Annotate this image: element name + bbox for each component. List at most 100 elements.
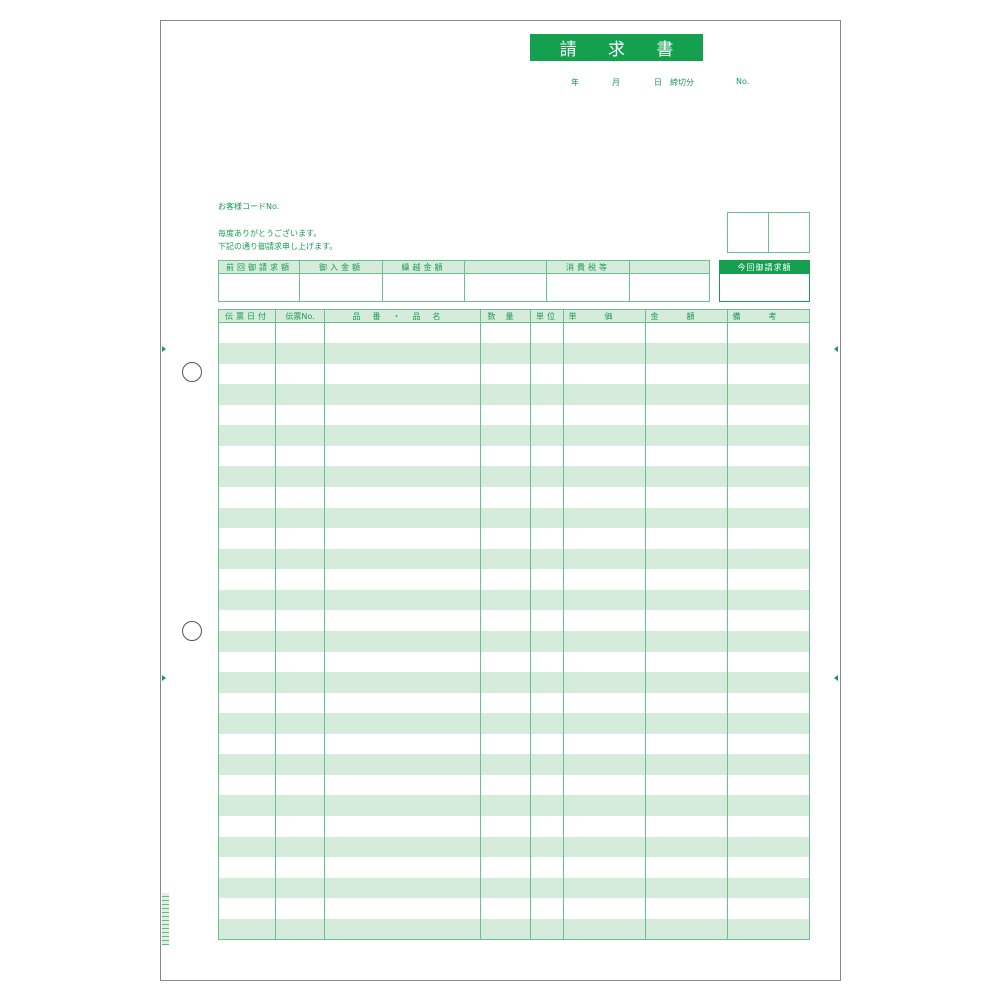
- cell[interactable]: [530, 384, 564, 405]
- cell[interactable]: [530, 713, 564, 734]
- cell[interactable]: [480, 384, 531, 405]
- cell[interactable]: [645, 343, 728, 364]
- cell[interactable]: [275, 918, 325, 940]
- cell[interactable]: [563, 466, 646, 487]
- cell[interactable]: [645, 487, 728, 508]
- cell[interactable]: [275, 466, 325, 487]
- cell[interactable]: [645, 610, 728, 631]
- cell[interactable]: [563, 548, 646, 570]
- cell[interactable]: [324, 487, 481, 508]
- cell[interactable]: [275, 404, 325, 426]
- cell[interactable]: [324, 343, 481, 364]
- cell[interactable]: [218, 507, 276, 529]
- cell[interactable]: [645, 836, 728, 858]
- cell[interactable]: [480, 754, 531, 775]
- cell[interactable]: [530, 795, 564, 816]
- cell[interactable]: [645, 466, 728, 487]
- cell[interactable]: [324, 918, 481, 940]
- cell[interactable]: [218, 425, 276, 446]
- cell[interactable]: [480, 795, 531, 816]
- cell[interactable]: [480, 918, 531, 940]
- cell[interactable]: [530, 877, 564, 899]
- cell[interactable]: [727, 672, 810, 693]
- cell[interactable]: [324, 610, 481, 631]
- cell[interactable]: [563, 425, 646, 446]
- cell[interactable]: [275, 589, 325, 611]
- cell[interactable]: [727, 754, 810, 775]
- cell[interactable]: [480, 445, 531, 467]
- cell[interactable]: [727, 610, 810, 631]
- cell[interactable]: [727, 898, 810, 919]
- cell[interactable]: [275, 569, 325, 590]
- cell[interactable]: [645, 548, 728, 570]
- cell[interactable]: [480, 569, 531, 590]
- cell[interactable]: [324, 774, 481, 796]
- cell[interactable]: [727, 651, 810, 673]
- cell[interactable]: [218, 487, 276, 508]
- cell[interactable]: [275, 363, 325, 385]
- cell[interactable]: [218, 672, 276, 693]
- cell[interactable]: [563, 918, 646, 940]
- cell[interactable]: [218, 713, 276, 734]
- cell[interactable]: [275, 528, 325, 549]
- cell[interactable]: [480, 630, 531, 652]
- cell[interactable]: [324, 507, 481, 529]
- cell[interactable]: [382, 273, 465, 302]
- cell[interactable]: [218, 322, 276, 344]
- cell[interactable]: [645, 589, 728, 611]
- cell[interactable]: [480, 363, 531, 385]
- cell[interactable]: [480, 898, 531, 919]
- cell[interactable]: [727, 877, 810, 899]
- cell[interactable]: [645, 425, 728, 446]
- cell[interactable]: [727, 528, 810, 549]
- cell[interactable]: [275, 774, 325, 796]
- cell[interactable]: [530, 630, 564, 652]
- cell[interactable]: [275, 713, 325, 734]
- cell[interactable]: [218, 273, 300, 302]
- cell[interactable]: [629, 273, 710, 302]
- cell[interactable]: [275, 795, 325, 816]
- cell[interactable]: [218, 733, 276, 755]
- cell[interactable]: [218, 877, 276, 899]
- cell[interactable]: [324, 569, 481, 590]
- cell[interactable]: [645, 528, 728, 549]
- cell[interactable]: [275, 836, 325, 858]
- cell[interactable]: [645, 692, 728, 714]
- cell[interactable]: [727, 425, 810, 446]
- cell[interactable]: [324, 898, 481, 919]
- cell[interactable]: [530, 857, 564, 878]
- cell[interactable]: [324, 322, 481, 344]
- cell[interactable]: [727, 795, 810, 816]
- cell[interactable]: [324, 384, 481, 405]
- cell[interactable]: [530, 672, 564, 693]
- cell[interactable]: [563, 774, 646, 796]
- cell[interactable]: [645, 857, 728, 878]
- cell[interactable]: [563, 445, 646, 467]
- cell[interactable]: [480, 692, 531, 714]
- cell[interactable]: [218, 466, 276, 487]
- cell[interactable]: [324, 425, 481, 446]
- cell[interactable]: [218, 610, 276, 631]
- cell[interactable]: [324, 754, 481, 775]
- cell[interactable]: [727, 507, 810, 529]
- cell[interactable]: [645, 630, 728, 652]
- cell[interactable]: [218, 754, 276, 775]
- cell[interactable]: [727, 630, 810, 652]
- cell[interactable]: [645, 384, 728, 405]
- cell[interactable]: [727, 487, 810, 508]
- cell[interactable]: [563, 322, 646, 344]
- cell[interactable]: [218, 343, 276, 364]
- cell[interactable]: [530, 507, 564, 529]
- cell[interactable]: [727, 713, 810, 734]
- cell[interactable]: [275, 445, 325, 467]
- cell[interactable]: [530, 548, 564, 570]
- cell[interactable]: [275, 507, 325, 529]
- cell[interactable]: [530, 363, 564, 385]
- cell[interactable]: [645, 918, 728, 940]
- cell[interactable]: [324, 528, 481, 549]
- cell[interactable]: [546, 273, 630, 302]
- cell[interactable]: [324, 795, 481, 816]
- cell[interactable]: [727, 836, 810, 858]
- cell[interactable]: [275, 672, 325, 693]
- cell[interactable]: [218, 630, 276, 652]
